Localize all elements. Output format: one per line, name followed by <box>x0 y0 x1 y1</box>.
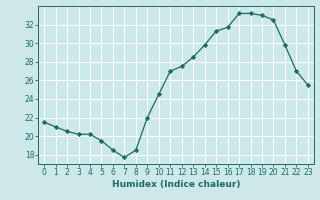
X-axis label: Humidex (Indice chaleur): Humidex (Indice chaleur) <box>112 180 240 189</box>
